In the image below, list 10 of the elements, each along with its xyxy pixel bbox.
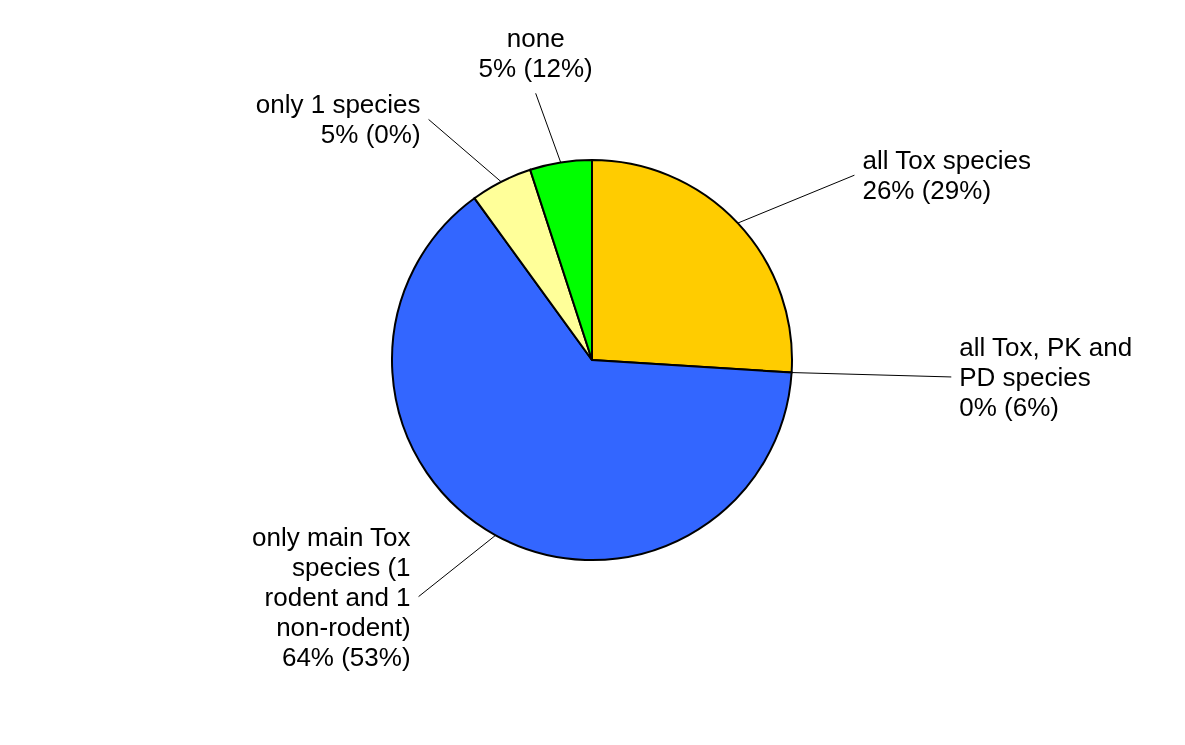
text: 0% (6%) bbox=[959, 391, 1059, 422]
data-label: 5% (0%) bbox=[320, 119, 421, 150]
data-label: 26% (29%) bbox=[862, 175, 992, 206]
slice-label: only main Tox species (1 rodent and 1 non-rodent) bbox=[252, 521, 411, 642]
slice-label: only 1 species bbox=[255, 89, 421, 120]
category-label: all Tox, PK and PD species bbox=[959, 331, 1133, 392]
slice-label: all Tox species bbox=[862, 145, 1032, 176]
slice-label: none bbox=[506, 23, 565, 54]
data-label: 5% (12%) bbox=[478, 53, 593, 84]
data-label: 64% (53%) bbox=[281, 641, 411, 672]
